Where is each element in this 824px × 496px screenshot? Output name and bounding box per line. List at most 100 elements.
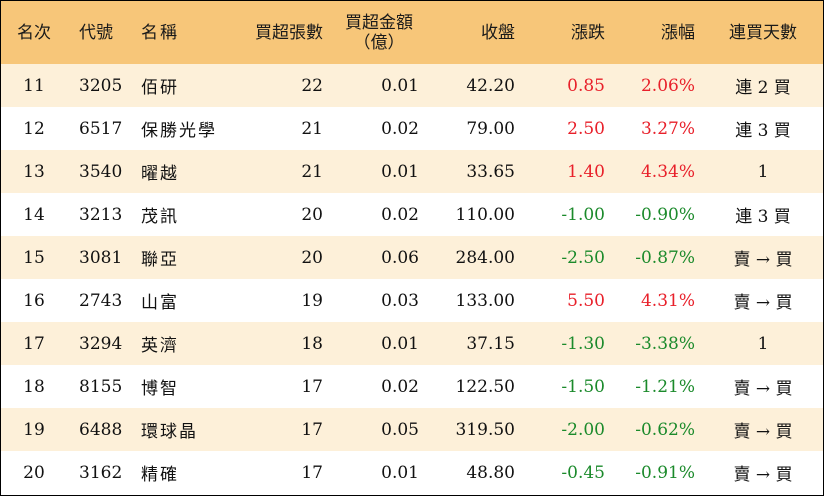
cell-buy-days: 連 3 買 — [735, 207, 791, 227]
cell-close: 319.50 — [455, 419, 515, 440]
header-change: 漲跌 — [571, 22, 605, 43]
cell-net-lots: 21 — [301, 161, 323, 182]
cell-rank: 12 — [23, 118, 45, 139]
cell-close: 110.00 — [455, 204, 515, 225]
table-row: 19 6488 環球晶 17 0.05 319.50 -2.00 -0.62% 賣 → 買 — [1, 408, 823, 451]
cell-name: 保勝光學 — [141, 121, 217, 141]
cell-close: 33.65 — [466, 161, 515, 182]
cell-rank: 18 — [23, 376, 45, 397]
cell-change-pct: -1.21% — [635, 376, 695, 397]
header-net-amount-line2: （億） — [353, 32, 405, 53]
cell-net-lots: 20 — [301, 247, 323, 268]
cell-change: -1.30 — [561, 333, 605, 354]
cell-change: -2.00 — [561, 419, 605, 440]
cell-net-lots: 20 — [301, 204, 323, 225]
cell-net-amount: 0.01 — [381, 161, 419, 182]
cell-change-pct: -0.62% — [635, 419, 695, 440]
table-row: 12 6517 保勝光學 21 0.02 79.00 2.50 3.27% 連 3 買 — [1, 107, 823, 150]
cell-buy-days: 賣 → 買 — [733, 379, 793, 399]
cell-change: 1.40 — [567, 161, 605, 182]
cell-net-lots: 19 — [301, 290, 323, 311]
cell-change-pct: 4.34% — [640, 161, 695, 182]
table-row: 16 2743 山富 19 0.03 133.00 5.50 4.31% 賣 → 買 — [1, 279, 823, 322]
header-buy-days: 連買天數 — [729, 22, 797, 43]
cell-close: 133.00 — [455, 290, 515, 311]
cell-net-lots: 17 — [301, 462, 323, 483]
cell-code: 8155 — [79, 376, 123, 397]
header-close: 收盤 — [481, 22, 515, 43]
table-row: 17 3294 英濟 18 0.01 37.15 -1.30 -3.38% 1 — [1, 322, 823, 365]
header-name: 名稱 — [141, 22, 179, 43]
header-code: 代號 — [79, 22, 113, 43]
cell-net-amount: 0.02 — [381, 376, 419, 397]
header-change-pct: 漲幅 — [661, 22, 695, 43]
cell-close: 37.15 — [466, 333, 515, 354]
cell-name: 茂訊 — [141, 207, 179, 227]
cell-net-lots: 22 — [301, 75, 323, 96]
table-row: 14 3213 茂訊 20 0.02 110.00 -1.00 -0.90% 連 3 買 — [1, 193, 823, 236]
table-row: 18 8155 博智 17 0.02 122.50 -1.50 -1.21% 賣 → 買 — [1, 365, 823, 408]
cell-name: 環球晶 — [141, 422, 198, 442]
cell-code: 3081 — [79, 247, 123, 268]
cell-name: 曜越 — [141, 164, 179, 184]
table-row: 11 3205 佰研 22 0.01 42.20 0.85 2.06% 連 2 買 — [1, 64, 823, 107]
cell-buy-days: 賣 → 買 — [733, 465, 793, 485]
cell-code: 6488 — [79, 419, 123, 440]
cell-close: 284.00 — [455, 247, 515, 268]
table-row: 13 3540 曜越 21 0.01 33.65 1.40 4.34% 1 — [1, 150, 823, 193]
cell-name: 博智 — [141, 379, 179, 399]
cell-change: 0.85 — [567, 75, 605, 96]
cell-rank: 15 — [23, 247, 45, 268]
cell-rank: 17 — [23, 333, 45, 354]
cell-close: 48.80 — [466, 462, 515, 483]
cell-rank: 13 — [23, 161, 45, 182]
cell-net-amount: 0.01 — [381, 333, 419, 354]
cell-name: 佰研 — [141, 78, 179, 98]
cell-code: 3294 — [79, 333, 123, 354]
cell-change: -0.45 — [561, 462, 605, 483]
header-net-lots: 買超張數 — [255, 22, 323, 43]
cell-buy-days: 連 2 買 — [735, 78, 791, 98]
cell-net-lots: 17 — [301, 376, 323, 397]
cell-close: 122.50 — [455, 376, 515, 397]
cell-close: 79.00 — [466, 118, 515, 139]
cell-code: 3540 — [79, 161, 123, 182]
cell-net-lots: 21 — [301, 118, 323, 139]
cell-name: 山富 — [141, 293, 179, 313]
cell-change: -1.00 — [561, 204, 605, 225]
cell-change: 5.50 — [567, 290, 605, 311]
cell-buy-days: 賣 → 買 — [733, 250, 793, 270]
cell-change: -1.50 — [561, 376, 605, 397]
cell-code: 3205 — [79, 75, 123, 96]
cell-change-pct: 2.06% — [640, 75, 695, 96]
cell-net-amount: 0.01 — [381, 462, 419, 483]
cell-change: 2.50 — [567, 118, 605, 139]
cell-rank: 19 — [23, 419, 45, 440]
table-header-row: 名次 代號 名稱 買超張數 買超金額 （億） 收盤 漲跌 漲幅 連買天數 — [1, 1, 823, 64]
table-row: 15 3081 聯亞 20 0.06 284.00 -2.50 -0.87% 賣 → 買 — [1, 236, 823, 279]
cell-name: 精確 — [141, 465, 179, 485]
cell-net-amount: 0.03 — [381, 290, 419, 311]
cell-change-pct: 3.27% — [640, 118, 695, 139]
cell-rank: 14 — [23, 204, 45, 225]
cell-change-pct: -0.90% — [635, 204, 695, 225]
table-row: 20 3162 精確 17 0.01 48.80 -0.45 -0.91% 賣 → 買 — [1, 451, 823, 494]
cell-change: -2.50 — [561, 247, 605, 268]
cell-rank: 11 — [23, 75, 45, 96]
cell-change-pct: -0.87% — [635, 247, 695, 268]
cell-code: 6517 — [79, 118, 123, 139]
header-net-amount-line1: 買超金額 — [345, 12, 413, 33]
cell-name: 英濟 — [141, 336, 179, 356]
cell-net-lots: 17 — [301, 419, 323, 440]
cell-net-amount: 0.05 — [381, 419, 419, 440]
cell-net-lots: 18 — [301, 333, 323, 354]
header-rank: 名次 — [17, 22, 51, 43]
cell-buy-days: 1 — [757, 161, 769, 182]
cell-change-pct: 4.31% — [640, 290, 695, 311]
cell-change-pct: -0.91% — [635, 462, 695, 483]
cell-net-amount: 0.06 — [381, 247, 419, 268]
cell-name: 聯亞 — [141, 250, 179, 270]
cell-net-amount: 0.02 — [381, 204, 419, 225]
